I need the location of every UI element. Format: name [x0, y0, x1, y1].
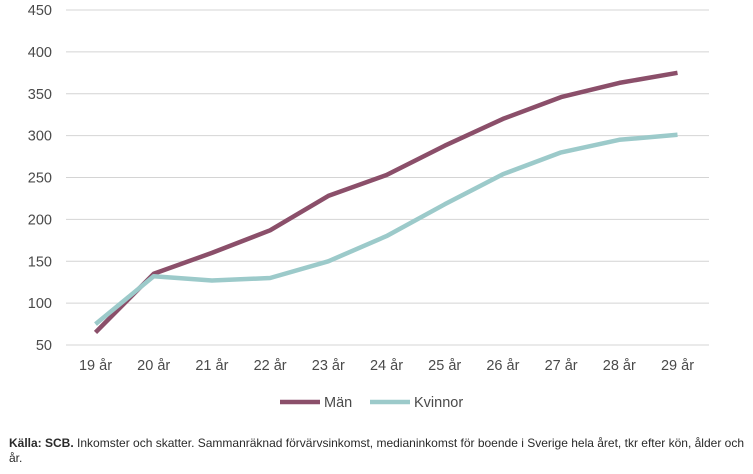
- y-axis-ticks: 50 100 150 200 250 300 350 400 450: [28, 3, 52, 354]
- x-tick-label: 27 år: [545, 358, 578, 374]
- chart-svg: 50 100 150 200 250 300 350 400 450 19 år 20 år 21 …: [28, 3, 709, 411]
- x-tick-label: 26 år: [486, 358, 519, 374]
- x-tick-label: 22 år: [254, 358, 287, 374]
- y-tick-label: 450: [28, 3, 52, 19]
- x-tick-label: 21 år: [195, 358, 228, 374]
- legend-label: Män: [324, 395, 352, 411]
- series-line-0: [93, 70, 678, 334]
- x-tick-label: 28 år: [603, 358, 636, 374]
- y-tick-label: 350: [28, 87, 52, 103]
- x-axis-ticks: 19 år 20 år 21 år 22 år 23 år 24 år 25 år 26 år…: [79, 358, 694, 374]
- y-tick-label: 150: [28, 254, 52, 270]
- y-tick-label: 400: [28, 45, 52, 61]
- gridlines: [66, 9, 709, 346]
- source-note: Källa: SCB. Inkomster och skatter. Samma…: [9, 436, 749, 466]
- x-tick-label: 24 år: [370, 358, 403, 374]
- series-line-1: [94, 132, 678, 326]
- y-tick-label: 300: [28, 129, 52, 145]
- x-tick-label: 25 år: [428, 358, 461, 374]
- y-tick-label: 50: [36, 338, 52, 354]
- y-tick-label: 100: [28, 296, 52, 312]
- x-tick-label: 23 år: [312, 358, 345, 374]
- y-tick-label: 200: [28, 212, 52, 228]
- line-chart: 50 100 150 200 250 300 350 400 450 19 år 20 år 21 …: [28, 3, 709, 411]
- legend: Män Kvinnor: [280, 395, 463, 411]
- x-tick-label: 29 år: [661, 358, 694, 374]
- series-lines: [93, 70, 678, 334]
- source-label: Källa: SCB.: [9, 436, 74, 450]
- y-tick-label: 250: [28, 171, 52, 187]
- x-tick-label: 19 år: [79, 358, 112, 374]
- legend-label: Kvinnor: [414, 395, 463, 411]
- x-tick-label: 20 år: [137, 358, 170, 374]
- source-text: Inkomster och skatter. Sammanräknad förv…: [9, 436, 744, 465]
